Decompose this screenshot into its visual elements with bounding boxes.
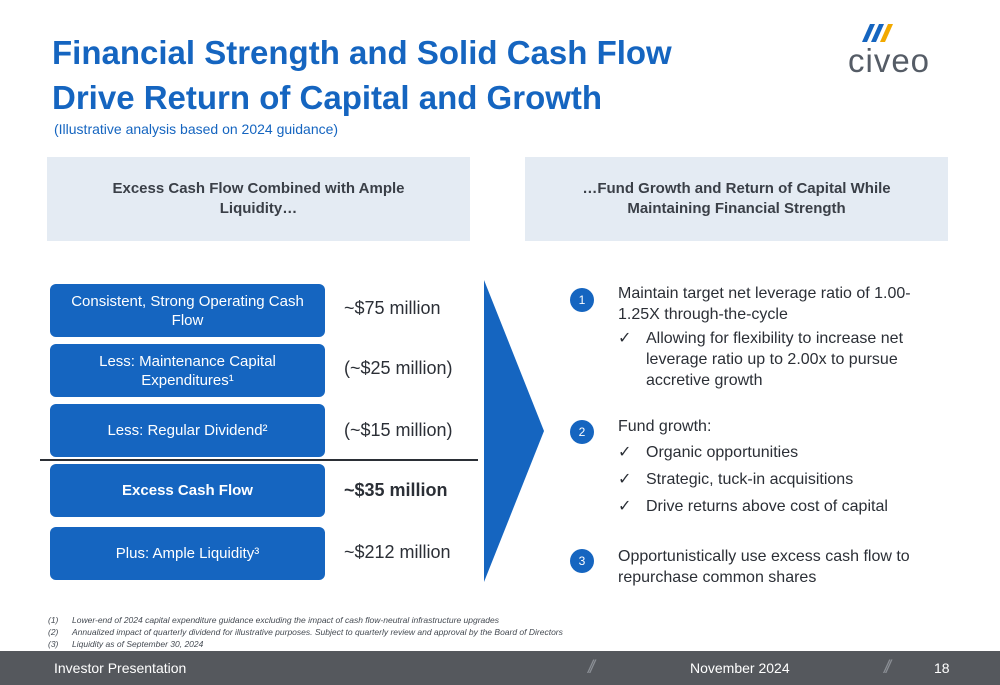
- footnote-3: (3) Liquidity as of September 30, 2024: [48, 639, 204, 649]
- page-number: 18: [934, 660, 950, 676]
- footer-bar: Investor Presentation // November 2024 /…: [0, 651, 1000, 685]
- footer-slash-divider: //: [588, 657, 595, 677]
- footnote-2: (2) Annualized impact of quarterly divide…: [48, 627, 563, 637]
- cash-amount-excess-cash-flow: ~$35 million: [344, 480, 448, 500]
- number-badge-1: 1: [570, 288, 594, 312]
- check-icon: ✓: [618, 498, 632, 515]
- footer-date: November 2024: [690, 660, 790, 676]
- footnotes: (1) Lower-end of 2024 capital expenditure…: [48, 614, 563, 650]
- subtotal-divider: [40, 459, 478, 461]
- use-2-bullet-3: ✓ Drive returns above cost of capital: [618, 498, 888, 515]
- cash-amount-maintenance-capex: (~$25 million): [344, 358, 453, 378]
- use-2-bullet-2: ✓ Strategic, tuck-in acquisitions: [618, 471, 854, 488]
- cash-amount-ample-liquidity: ~$212 million: [344, 542, 451, 562]
- footnote-1: (1) Lower-end of 2024 capital expenditure…: [48, 615, 499, 625]
- title-line-1: Financial Strength and Solid Cash Flow: [52, 34, 672, 71]
- cash-amount-regular-dividend: (~$15 million): [344, 420, 453, 440]
- logo-wordmark: civeo: [848, 42, 931, 79]
- civeo-logo: civeo: [848, 22, 958, 78]
- cash-item-maintenance-capex: Less: Maintenance Capital Expenditures¹: [50, 344, 325, 397]
- cash-item-regular-dividend: Less: Regular Dividend²: [50, 404, 325, 457]
- cash-item-operating-cash-flow: Consistent, Strong Operating Cash Flow: [50, 284, 325, 337]
- footer-slash-divider: //: [884, 657, 891, 677]
- slide-subtitle: (Illustrative analysis based on 2024 gui…: [54, 121, 339, 137]
- right-column-header: …Fund Growth and Return of Capital While…: [525, 157, 948, 241]
- chevron-right-icon: [484, 280, 544, 582]
- use-2-text: Fund growth:: [618, 418, 712, 435]
- number-badge-3: 3: [570, 549, 594, 573]
- use-1-text: Maintain target net leverage ratio of 1.…: [618, 285, 911, 323]
- title-line-2: Drive Return of Capital and Growth: [52, 79, 603, 116]
- use-2-bullet-1: ✓ Organic opportunities: [618, 444, 799, 461]
- number-badge-2: 2: [570, 420, 594, 444]
- logo-mark-icon: [862, 24, 893, 42]
- cash-amount-operating-cash-flow: ~$75 million: [344, 298, 441, 318]
- footer-presentation-label: Investor Presentation: [54, 660, 187, 676]
- check-icon: ✓: [618, 330, 632, 347]
- use-3-text: Opportunistically use excess cash flow t…: [618, 548, 910, 586]
- slide-title: Financial Strength and Solid Cash Flow D…: [52, 30, 812, 120]
- cash-item-excess-cash-flow: Excess Cash Flow: [50, 464, 325, 517]
- check-icon: ✓: [618, 444, 632, 461]
- left-column-header: Excess Cash Flow Combined with Ample Liq…: [47, 157, 470, 241]
- check-icon: ✓: [618, 471, 632, 488]
- cash-item-ample-liquidity: Plus: Ample Liquidity³: [50, 527, 325, 580]
- use-1-bullet-1: ✓ Allowing for flexibility to increase n…: [618, 330, 904, 389]
